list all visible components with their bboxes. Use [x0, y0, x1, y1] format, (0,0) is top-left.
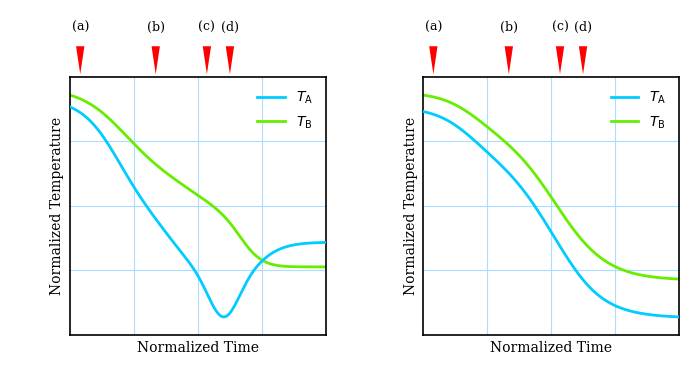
Y-axis label: Normalized Temperature: Normalized Temperature	[404, 117, 418, 295]
Text: (d): (d)	[221, 22, 239, 34]
Text: (a): (a)	[425, 22, 442, 34]
Text: (c): (c)	[552, 22, 568, 34]
Text: (a): (a)	[71, 22, 89, 34]
X-axis label: Normalized Time: Normalized Time	[490, 340, 612, 355]
Legend: $T_\mathrm{A}$, $T_\mathrm{B}$: $T_\mathrm{A}$, $T_\mathrm{B}$	[252, 84, 319, 136]
Text: (c): (c)	[199, 22, 216, 34]
Text: (d): (d)	[574, 22, 592, 34]
Legend: $T_\mathrm{A}$, $T_\mathrm{B}$: $T_\mathrm{A}$, $T_\mathrm{B}$	[605, 84, 672, 136]
Y-axis label: Normalized Temperature: Normalized Temperature	[50, 117, 64, 295]
Text: (b): (b)	[147, 22, 164, 34]
Text: (b): (b)	[500, 22, 518, 34]
X-axis label: Normalized Time: Normalized Time	[137, 340, 259, 355]
